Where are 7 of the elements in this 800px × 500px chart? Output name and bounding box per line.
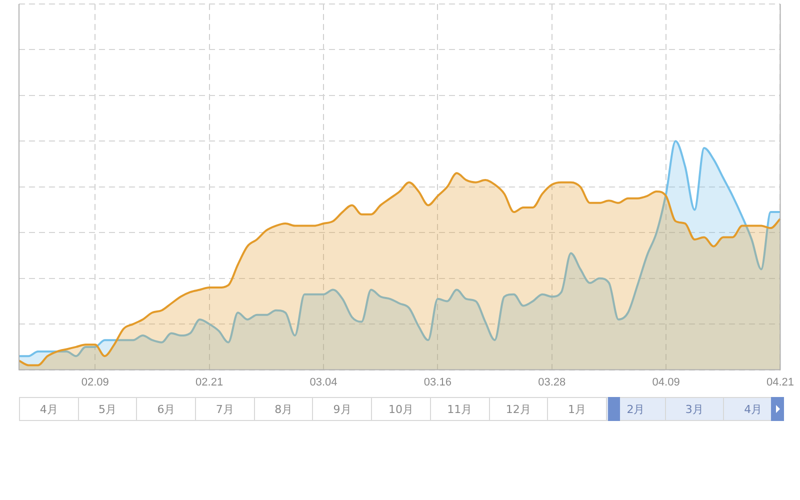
x-tick-label: 03.28 (538, 376, 566, 388)
x-tick-label: 04.09 (652, 376, 680, 388)
x-tick-label: 02.09 (81, 376, 109, 388)
x-tick-label: 04.21 (766, 376, 794, 388)
x-tick-label: 03.04 (310, 376, 338, 388)
x-tick-label: 03.16 (424, 376, 452, 388)
x-tick-label: 02.21 (196, 376, 224, 388)
